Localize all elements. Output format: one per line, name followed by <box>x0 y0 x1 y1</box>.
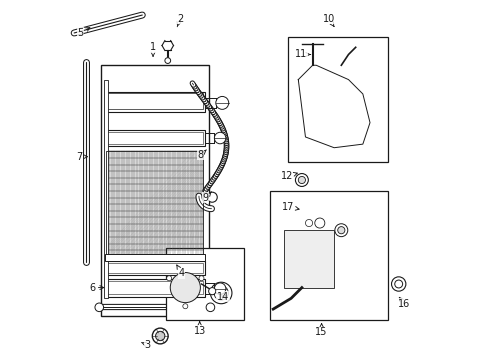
Bar <box>106 281 203 294</box>
Circle shape <box>337 226 344 234</box>
Bar <box>287 37 387 162</box>
Text: 7: 7 <box>76 152 87 162</box>
Circle shape <box>166 276 171 281</box>
Circle shape <box>164 58 170 63</box>
Circle shape <box>95 303 103 312</box>
Text: 5: 5 <box>77 28 90 38</box>
Bar <box>106 132 203 144</box>
Circle shape <box>183 304 187 309</box>
Circle shape <box>210 282 231 304</box>
Text: 14: 14 <box>216 292 229 302</box>
Circle shape <box>207 192 217 202</box>
Circle shape <box>214 283 225 294</box>
Text: 6: 6 <box>89 283 103 293</box>
Bar <box>104 279 204 297</box>
Text: 16: 16 <box>397 297 409 309</box>
Circle shape <box>208 288 215 295</box>
Text: 10: 10 <box>322 14 334 27</box>
Text: 11: 11 <box>294 49 310 59</box>
Circle shape <box>155 331 164 341</box>
Circle shape <box>305 220 312 226</box>
Bar <box>104 254 204 261</box>
Bar <box>106 263 203 273</box>
Circle shape <box>214 286 228 300</box>
Bar <box>106 151 203 257</box>
Circle shape <box>391 277 405 291</box>
Text: 12: 12 <box>280 171 297 181</box>
Circle shape <box>298 176 305 184</box>
Circle shape <box>214 132 225 144</box>
Bar <box>106 151 203 257</box>
Bar <box>165 248 244 320</box>
Bar <box>101 65 208 316</box>
Text: 4: 4 <box>177 265 184 278</box>
Bar <box>104 130 204 146</box>
Circle shape <box>152 328 168 344</box>
Circle shape <box>206 303 214 312</box>
Bar <box>269 191 387 320</box>
Text: 17: 17 <box>282 202 299 212</box>
Circle shape <box>199 276 203 281</box>
Text: 15: 15 <box>315 324 327 337</box>
Circle shape <box>170 273 200 303</box>
Bar <box>104 261 204 275</box>
Text: 8: 8 <box>197 150 206 160</box>
Bar <box>106 93 203 109</box>
Bar <box>104 80 108 298</box>
Bar <box>104 92 204 112</box>
Circle shape <box>394 280 402 288</box>
Bar <box>284 230 333 288</box>
Text: 2: 2 <box>177 14 183 27</box>
Circle shape <box>215 96 228 109</box>
Circle shape <box>314 218 324 228</box>
Circle shape <box>334 224 347 237</box>
Text: 3: 3 <box>141 340 150 350</box>
Text: 13: 13 <box>193 322 205 336</box>
Text: 1: 1 <box>150 42 156 56</box>
Circle shape <box>295 174 308 186</box>
Text: 9: 9 <box>203 192 211 203</box>
